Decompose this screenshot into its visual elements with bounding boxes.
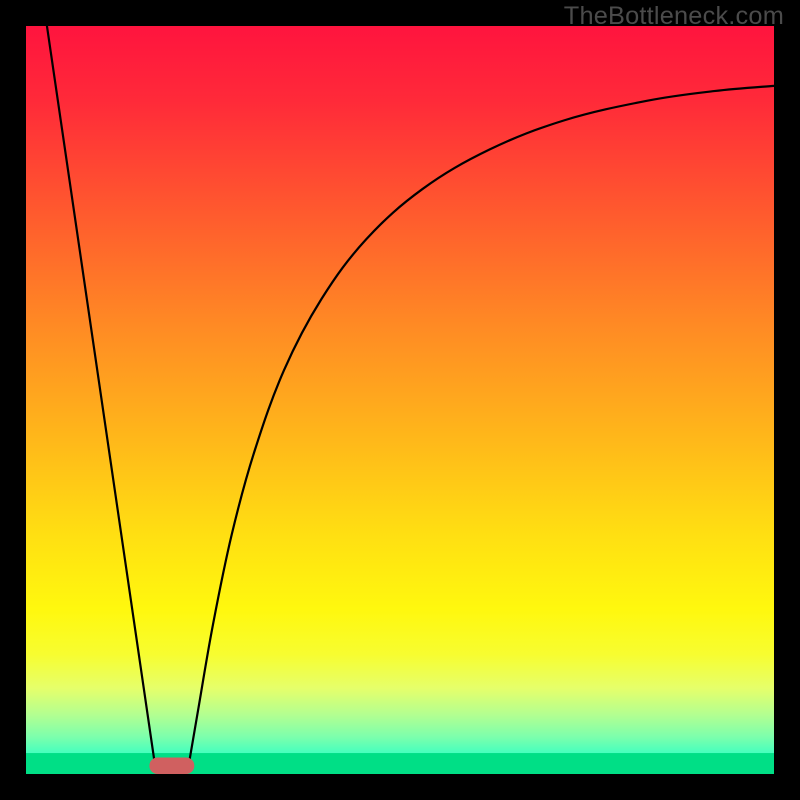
bottom-pill-marker bbox=[149, 758, 194, 774]
gradient-background bbox=[26, 26, 774, 774]
bottom-green-band bbox=[26, 753, 774, 774]
watermark-text: TheBottleneck.com bbox=[564, 2, 784, 31]
chart-svg bbox=[26, 26, 774, 774]
plot-area bbox=[26, 26, 774, 774]
